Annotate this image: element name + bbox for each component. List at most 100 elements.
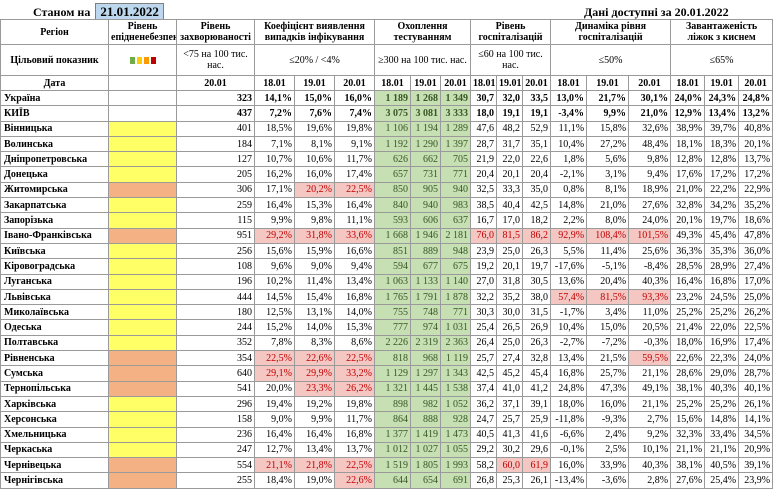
hosp-dynamics-value: 3,4% bbox=[586, 304, 630, 321]
hosp-value: 22,0 bbox=[496, 151, 524, 168]
table-row: Вінницька 401 18,5% 19,6% 19,8% 1 106 1 194 1 2… bbox=[0, 120, 774, 137]
testing-value: 657 bbox=[374, 166, 411, 183]
hosp-dynamics-value: 21,0% bbox=[628, 105, 672, 122]
hosp-dynamics-value: 18,0% bbox=[550, 395, 588, 413]
testing-value: 771 bbox=[439, 304, 472, 321]
oxygen-value: 18,0% bbox=[670, 334, 706, 352]
target-label: Цільовий показник bbox=[0, 44, 109, 76]
readiness-zone bbox=[108, 380, 177, 397]
oxygen-value: 40,1% bbox=[738, 380, 774, 397]
oxygen-value: 28,5% bbox=[670, 258, 706, 275]
readiness-zone bbox=[108, 441, 177, 459]
hosp-value: 29,2 bbox=[470, 441, 498, 459]
testing-value: 905 bbox=[410, 181, 441, 199]
oxygen-value: 28,7% bbox=[738, 365, 774, 382]
detection-value: 15,6% bbox=[254, 242, 295, 260]
region-name: Одеська bbox=[0, 319, 109, 336]
detection-value: 14,5% bbox=[254, 288, 295, 306]
detection-value: 16,4% bbox=[254, 426, 295, 443]
hosp-dynamics-value: 9,9% bbox=[586, 105, 630, 122]
oxygen-value: 26,1% bbox=[738, 395, 774, 413]
hosp-value: 26,8 bbox=[470, 472, 498, 489]
oxygen-value: 36,0% bbox=[738, 242, 774, 260]
oxygen-value: 29,0% bbox=[704, 365, 740, 382]
morbidity-value: 247 bbox=[176, 441, 255, 459]
morbidity-value: 184 bbox=[176, 135, 255, 153]
detection-value: 12,5% bbox=[254, 304, 295, 321]
epidemic-indicators-table: Регіон Рівень епідненебезпеки Рівень зах… bbox=[0, 19, 774, 489]
hosp-dynamics-value: 18,9% bbox=[628, 181, 672, 199]
hosp-dynamics-value: -6,6% bbox=[550, 426, 588, 443]
hosp-value: 60,0 bbox=[496, 457, 524, 474]
oxygen-value: 25,0% bbox=[738, 288, 774, 306]
detection-value: 15,9% bbox=[294, 242, 335, 260]
readiness-zone bbox=[108, 258, 177, 275]
hosp-dynamics-value: 9,8% bbox=[628, 151, 672, 168]
region-name: Сумська bbox=[0, 365, 109, 382]
oxygen-value: 22,6% bbox=[670, 350, 706, 367]
oxygen-value: 34,5% bbox=[738, 426, 774, 443]
detection-value: 8,1% bbox=[294, 135, 335, 153]
oxygen-value: 28,9% bbox=[704, 258, 740, 275]
oxygen-value: 13,4% bbox=[704, 105, 740, 122]
oxygen-value: 12,8% bbox=[670, 151, 706, 168]
readiness-zone bbox=[108, 457, 177, 474]
oxygen-value: 16,8% bbox=[704, 273, 740, 290]
hosp-value: 38,0 bbox=[522, 288, 552, 306]
morbidity-value: 554 bbox=[176, 457, 255, 474]
morbidity-value: 255 bbox=[176, 472, 255, 489]
oxygen-value: 28,6% bbox=[670, 365, 706, 382]
testing-value: 1 289 bbox=[439, 120, 472, 137]
oxygen-value: 18,6% bbox=[738, 212, 774, 229]
date-oxygen: 20.01 bbox=[738, 75, 774, 91]
testing-value: 1 194 bbox=[410, 120, 441, 137]
hosp-value: 24,7 bbox=[470, 411, 498, 428]
detection-value: 16,4% bbox=[294, 426, 335, 443]
hosp-dynamics-value: 21,0% bbox=[586, 197, 630, 214]
testing-value: 593 bbox=[374, 212, 411, 229]
testing-value: 594 bbox=[374, 258, 411, 275]
date-oxygen: 18.01 bbox=[670, 75, 706, 91]
hosp-value: 58,2 bbox=[470, 457, 498, 474]
region-name: Херсонська bbox=[0, 411, 109, 428]
testing-value: 851 bbox=[374, 242, 411, 260]
light-green bbox=[129, 56, 135, 64]
detection-value: 14,0% bbox=[294, 319, 335, 336]
hosp-value: 42,5 bbox=[522, 197, 552, 214]
testing-value: 1 349 bbox=[439, 89, 472, 107]
table-row: Івано-Франківська 951 29,2% 31,8% 33,6% 1 668… bbox=[0, 227, 774, 244]
table-row: Волинська 184 7,1% 8,1% 9,1% 1 192 1 290 1 397 2… bbox=[0, 135, 774, 153]
testing-value: 644 bbox=[374, 472, 411, 489]
table-row: Житомирська 306 17,1% 20,2% 22,5% 850 905 940 32… bbox=[0, 181, 774, 199]
detection-value: 19,0% bbox=[294, 472, 335, 489]
detection-value: 13,4% bbox=[294, 441, 335, 459]
morbidity-value: 296 bbox=[176, 395, 255, 413]
hosp-dynamics-value: 2,8% bbox=[628, 472, 672, 489]
detection-value: 21,1% bbox=[254, 457, 295, 474]
detection-value: 17,4% bbox=[334, 166, 375, 183]
oxygen-value: 17,2% bbox=[704, 166, 740, 183]
hosp-value: 45,2 bbox=[496, 365, 524, 382]
hosp-value: 25,4 bbox=[470, 319, 498, 336]
table-row: Херсонська 158 9,0% 9,9% 11,7% 864 888 928 24,7 2… bbox=[0, 411, 774, 428]
detection-value: 13,7% bbox=[334, 441, 375, 459]
hosp-value: 32,2 bbox=[470, 288, 498, 306]
readiness-zone bbox=[108, 151, 177, 168]
hosp-value: 27,4 bbox=[496, 350, 524, 367]
testing-value: 1 668 bbox=[374, 227, 411, 244]
detection-value: 15,3% bbox=[334, 319, 375, 336]
detection-value: 16,8% bbox=[334, 288, 375, 306]
morbidity-value: 401 bbox=[176, 120, 255, 137]
hosp-dynamics-value: 40,3% bbox=[628, 457, 672, 474]
region-name: Житомирська bbox=[0, 181, 109, 199]
oxygen-value: 18,1% bbox=[670, 135, 706, 153]
hosp-dynamics-value: -2,1% bbox=[550, 166, 588, 183]
table-row: Київська 256 15,6% 15,9% 16,6% 851 889 948 23,9 2… bbox=[0, 242, 774, 260]
hosp-dynamics-value: 2,4% bbox=[586, 426, 630, 443]
as-of-label: Станом на bbox=[33, 5, 91, 19]
date-morbidity: 20.01 bbox=[176, 75, 255, 91]
hosp-dynamics-value: -2,7% bbox=[550, 334, 588, 352]
oxygen-value: 24,8% bbox=[738, 89, 774, 107]
detection-value: 7,2% bbox=[254, 105, 295, 122]
testing-value: 1 538 bbox=[439, 380, 472, 397]
